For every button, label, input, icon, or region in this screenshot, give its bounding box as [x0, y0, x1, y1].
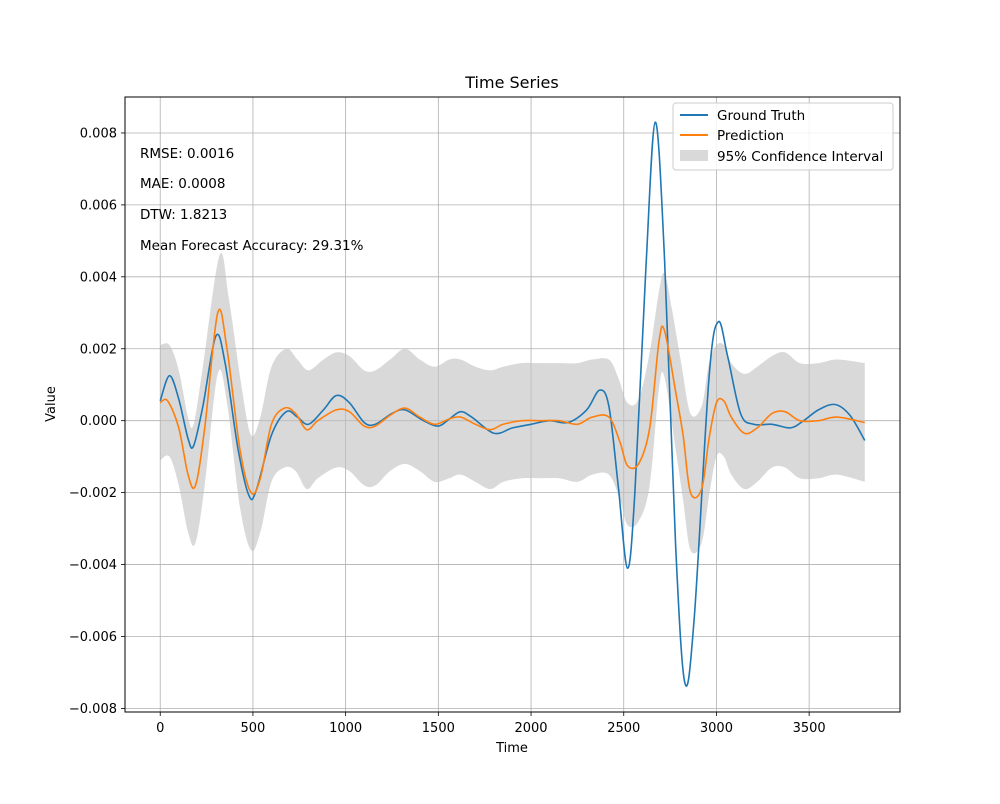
ground-truth-line	[159, 121, 866, 687]
y-tick-label: −0.004	[69, 558, 117, 573]
x-tick-label: 0	[156, 721, 164, 736]
x-tick-label: 2000	[514, 721, 547, 736]
series-layer	[159, 121, 866, 687]
y-tick-label: −0.006	[69, 630, 117, 645]
plot-frame	[124, 96, 901, 713]
y-tick-label: −0.008	[69, 702, 117, 717]
legend-label-ground-truth: Ground Truth	[717, 108, 805, 124]
legend-label-prediction: Prediction	[717, 128, 784, 144]
y-axis-label: Value	[44, 386, 59, 422]
x-tick-label: 3500	[793, 721, 826, 736]
legend-label-confidence-interval: 95% Confidence Interval	[717, 149, 883, 165]
y-tick-label: 0.006	[80, 198, 117, 213]
y-tick-label: 0.002	[80, 342, 117, 357]
chart-title: Time Series	[464, 73, 558, 92]
y-tick-label: −0.002	[69, 486, 117, 501]
confidence-band-layer	[160, 252, 865, 554]
x-tick-label: 500	[241, 721, 266, 736]
metric-accuracy: Mean Forecast Accuracy: 29.31%	[140, 238, 364, 254]
x-axis-label: Time	[495, 741, 528, 756]
x-tick-label: 1500	[422, 721, 455, 736]
x-tick-label: 1000	[329, 721, 362, 736]
x-tick-label: 3000	[700, 721, 733, 736]
metric-mae: MAE: 0.0008	[140, 176, 226, 192]
x-tick-label: 2500	[607, 721, 640, 736]
y-tick-label: 0.004	[80, 270, 117, 285]
metrics-annotation: RMSE: 0.0016 MAE: 0.0008 DTW: 1.8213 Mea…	[140, 146, 364, 254]
y-tick-label: 0.000	[80, 414, 117, 429]
confidence-interval-band	[160, 252, 865, 554]
axis-ticks: 0 500 1000 1500 2000 2500 3000 3500 −0.008 −0.006…	[69, 126, 826, 736]
legend-swatch-confidence-interval	[680, 150, 708, 161]
metric-rmse: RMSE: 0.0016	[140, 146, 234, 162]
legend: Ground Truth Prediction 95% Confidence I…	[672, 102, 894, 171]
legend-box	[672, 102, 894, 171]
prediction-line	[159, 308, 865, 499]
metric-dtw: DTW: 1.8213	[140, 207, 227, 223]
y-tick-label: 0.008	[80, 126, 117, 141]
